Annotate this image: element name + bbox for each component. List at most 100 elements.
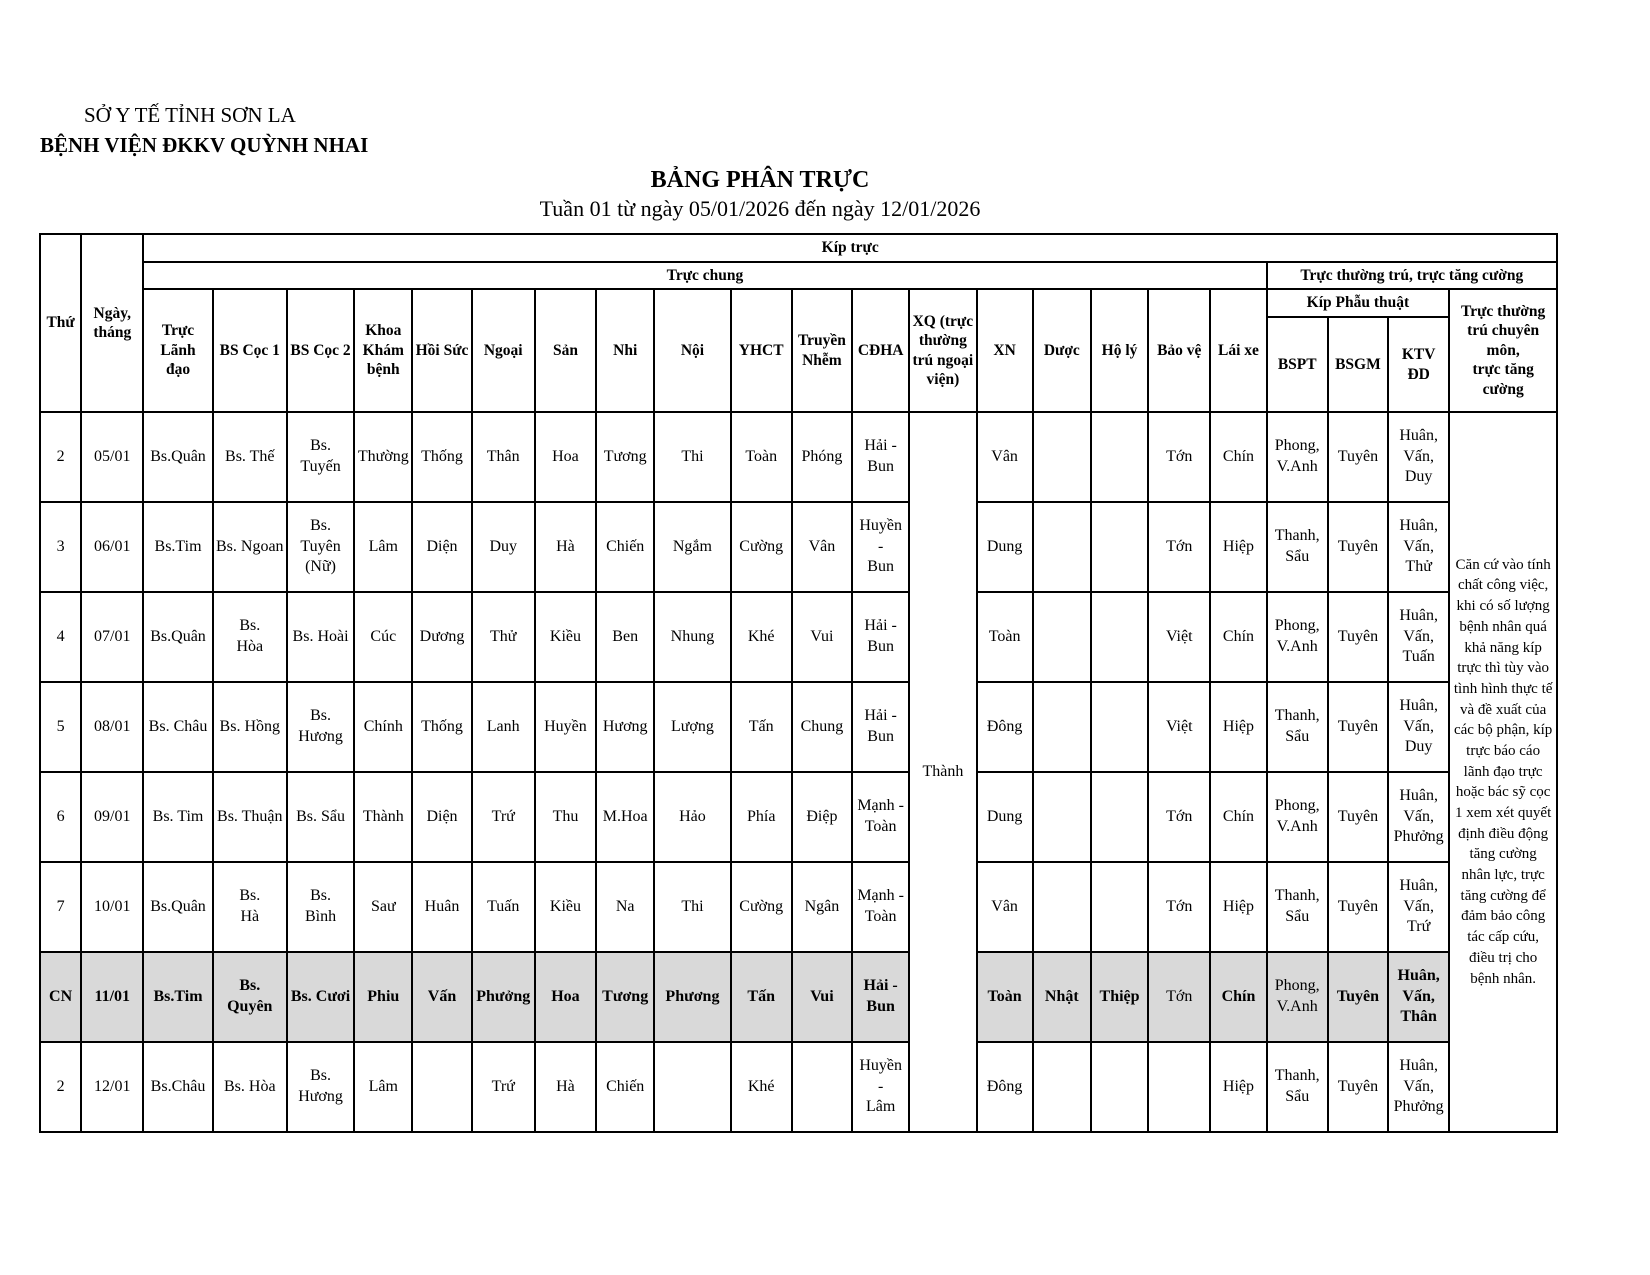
duty-cell: Bs. Tim xyxy=(142,771,214,863)
duty-cell: Tuyên xyxy=(1326,771,1390,863)
page-title: BẢNG PHÂN TRỰC xyxy=(650,167,870,193)
duty-cell: Hiệp xyxy=(1209,861,1268,953)
duty-cell: Bs.Quân xyxy=(142,861,214,953)
duty-cell xyxy=(1031,411,1092,503)
duty-cell: Thanh, Sẩu xyxy=(1265,861,1329,953)
duty-cell: Bs. Tuyến xyxy=(285,411,356,503)
duty-cell xyxy=(1089,591,1150,683)
duty-cell: Tuyên xyxy=(1326,681,1390,773)
duty-cell: Huân, Vấn, Thân xyxy=(1387,951,1451,1043)
duty-cell: Huân, Vấn, Phưởng xyxy=(1387,771,1451,863)
duty-cell: Vân xyxy=(975,411,1034,503)
duty-cell: Thân xyxy=(470,411,536,503)
duty-cell: Trứ xyxy=(470,771,536,863)
duty-cell: Thi xyxy=(653,861,732,953)
day-row: 3 06/01 Bs.Tim Bs. Ngoan Bs. Tuyên (Nữ) Lâm Di… xyxy=(38,501,1557,593)
col-header-noi: Nội xyxy=(653,288,732,413)
weekday-cell: 2 xyxy=(38,1041,83,1133)
duty-cell: Hảo xyxy=(653,771,732,863)
col-header-san: Sản xyxy=(533,288,598,413)
col-header-ngoai: Ngoại xyxy=(470,288,536,413)
col-header-bao-ve: Bảo vệ xyxy=(1147,288,1212,413)
duty-cell: Tương xyxy=(595,951,656,1043)
duty-cell: Diện xyxy=(411,771,473,863)
roster-body: 2 05/01 Bs.Quân Bs. Thế Bs. Tuyến Thường Thống… xyxy=(38,411,1558,1133)
duty-cell: Khé xyxy=(729,1041,793,1133)
col-header-bsgm: BSGM xyxy=(1326,316,1390,413)
duty-cell: Bs.Quân xyxy=(142,591,214,683)
group-header-truc-chung: Trực chung xyxy=(142,261,1268,290)
duty-cell: Đông xyxy=(975,681,1034,773)
duty-cell: Hoa xyxy=(533,951,598,1043)
duty-cell: Bs. Thuận xyxy=(211,771,288,863)
duty-cell: Thống xyxy=(411,411,473,503)
weekday-cell: 3 xyxy=(38,501,83,593)
duty-cell: Thống xyxy=(411,681,473,773)
duty-cell: Tuấn xyxy=(470,861,536,953)
duty-cell: Việt xyxy=(1147,591,1212,683)
duty-cell: Thường xyxy=(353,411,414,503)
date-cell: 10/01 xyxy=(80,861,145,953)
weekday-cell: 7 xyxy=(38,861,83,953)
duty-cell: Thanh, Sẩu xyxy=(1265,681,1329,773)
duty-cell: Huân xyxy=(411,861,473,953)
duty-cell: Bs.Tim xyxy=(142,501,214,593)
duty-cell: Toàn xyxy=(975,591,1034,683)
duty-cell: Tấn xyxy=(729,951,793,1043)
duty-cell: Vân xyxy=(975,861,1034,953)
duty-cell: Thiệp xyxy=(1089,951,1150,1043)
duty-cell: Lanh xyxy=(470,681,536,773)
col-header-ho-ly: Hộ lý xyxy=(1089,288,1150,413)
col-header-date: Ngày, tháng xyxy=(80,233,145,413)
duty-cell: Thanh, Sẩu xyxy=(1265,501,1329,593)
duty-cell xyxy=(1089,771,1150,863)
org-hospital-name: BỆNH VIỆN ĐKKV QUỲNH NHAI xyxy=(40,133,369,158)
duty-cell: Tuyên xyxy=(1326,951,1390,1043)
date-cell: 12/01 xyxy=(80,1041,145,1133)
duty-cell: Dung xyxy=(975,771,1034,863)
duty-cell: Saư xyxy=(353,861,414,953)
duty-cell xyxy=(1089,861,1150,953)
duty-cell: Hải - Bun xyxy=(851,951,911,1043)
duty-cell: Chính xyxy=(353,681,414,773)
duty-cell xyxy=(1031,681,1092,773)
duty-cell: Bs. Hương xyxy=(285,681,356,773)
day-row: CN 11/01 Bs.Tim Bs. Quyên Bs. Cươi Phiu Vấn Phư… xyxy=(38,951,1557,1043)
duty-cell: Vấn xyxy=(411,951,473,1043)
col-header-truc-chuyen-mon: Trực thường trú chuyên môn, trực tăng cư… xyxy=(1448,288,1558,413)
weekday-cell: 4 xyxy=(38,591,83,683)
duty-cell xyxy=(1089,1041,1150,1133)
group-header-truc-thuong-tru: Trực thường trú, trực tăng cường xyxy=(1265,261,1559,290)
duty-cell: Huân, Vấn, Trứ xyxy=(1387,861,1451,953)
duty-cell: Bs. Hồng xyxy=(211,681,288,773)
duty-cell: Bs. Châu xyxy=(142,681,214,773)
col-header-cdha: CĐHA xyxy=(851,288,911,413)
duty-cell xyxy=(1031,591,1092,683)
date-cell: 11/01 xyxy=(80,951,145,1043)
duty-cell: Thử xyxy=(470,591,536,683)
day-row: 2 12/01 Bs.Châu Bs. Hòa Bs. Hương Lâm Trứ Hà Chi… xyxy=(38,1041,1557,1133)
duty-cell xyxy=(790,1041,854,1133)
header-row-group-1: Thứ Ngày, tháng Kíp trực xyxy=(38,233,1558,413)
day-row: 7 10/01 Bs.Quân Bs. Hà Bs. Bình Saư Huân Tuấn Ki… xyxy=(38,861,1557,953)
duty-cell: Chín xyxy=(1209,771,1268,863)
duty-cell: Tuyên xyxy=(1326,591,1390,683)
duty-cell: Bs. Thế xyxy=(211,411,288,503)
duty-cell: Chín xyxy=(1209,411,1268,503)
col-header-bspt: BSPT xyxy=(1265,316,1329,413)
header-row-group-2: Trực chung Trực thường trú, trực tăng cư… xyxy=(40,261,1559,290)
duty-cell xyxy=(411,1041,473,1133)
day-row: 5 08/01 Bs. Châu Bs. Hồng Bs. Hương Chính Thốn… xyxy=(38,681,1557,773)
duty-cell: Duy xyxy=(470,501,536,593)
duty-roster-table: Thứ Ngày, tháng Kíp trực Trực chung Trực… xyxy=(38,233,1559,1133)
day-row: 4 07/01 Bs.Quân Bs. Hòa Bs. Hoài Cúc Dương Thử K… xyxy=(38,591,1557,683)
duty-cell: Kiều xyxy=(533,861,598,953)
date-cell: 08/01 xyxy=(80,681,145,773)
duty-cell: Toàn xyxy=(729,411,793,503)
col-header-hoi-suc: Hồi Sức xyxy=(411,288,473,413)
duty-cell xyxy=(1031,501,1092,593)
duty-cell: Phong, V.Anh xyxy=(1265,951,1329,1043)
duty-cell xyxy=(1089,681,1150,773)
col-header-xn: XN xyxy=(975,288,1034,413)
col-header-truyen-nhem: Truyền Nhễm xyxy=(790,288,854,413)
